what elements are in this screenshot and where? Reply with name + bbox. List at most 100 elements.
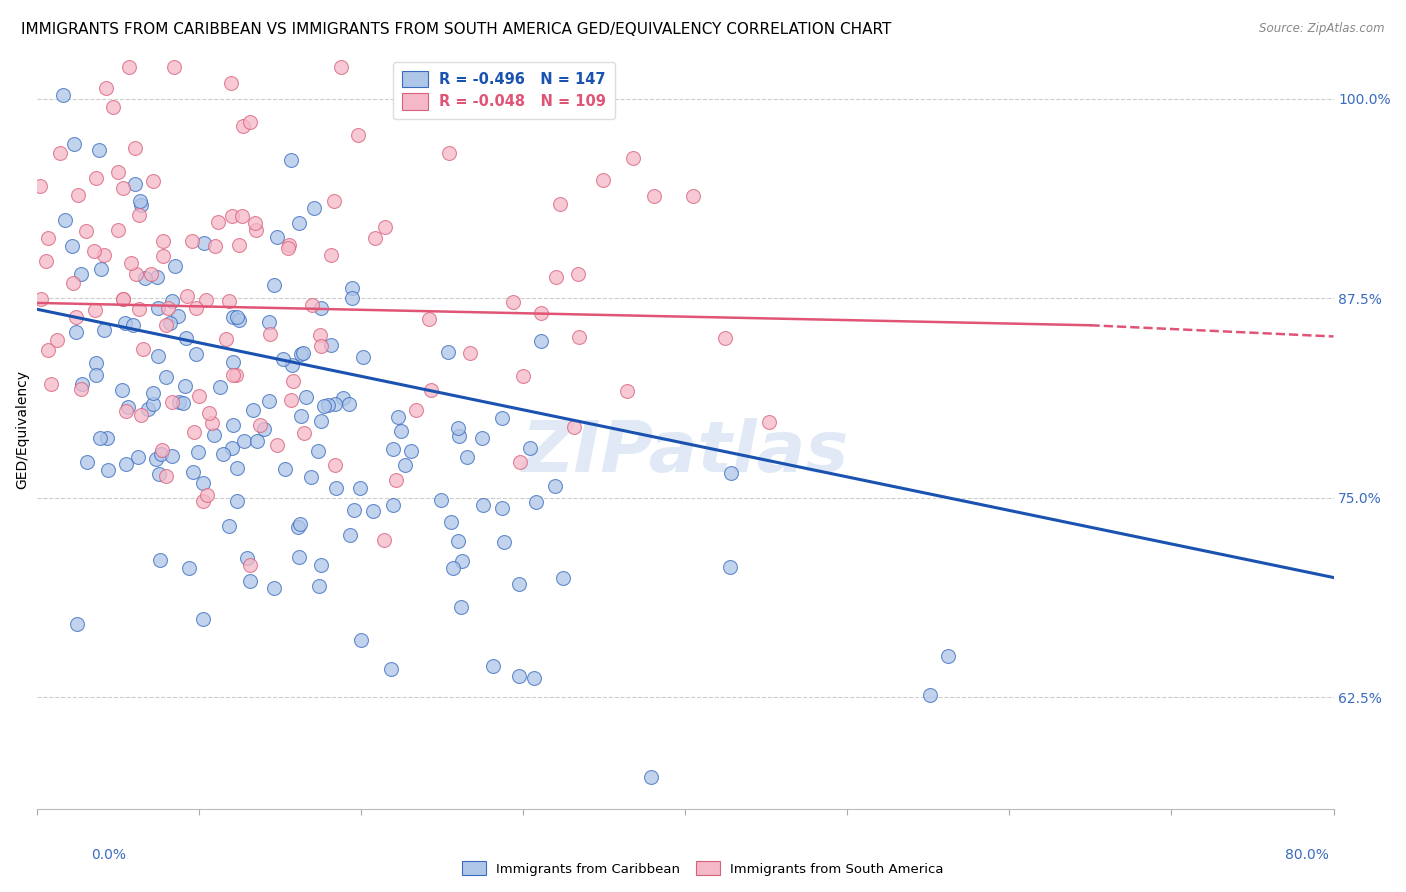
Point [387,410,409,425]
Point [156,301,179,315]
Point [231,209,253,223]
Point [155,318,177,332]
Point [323,194,346,208]
Point [122,318,145,332]
Point [222,354,245,368]
Point [450,600,472,615]
Point [152,234,174,248]
Point [181,465,204,479]
Point [70,382,93,396]
Point [508,577,530,591]
Point [309,339,332,353]
Point [266,230,288,244]
Point [401,444,423,458]
Point [249,417,271,432]
Point [128,194,150,209]
Point [111,181,134,195]
Point [87,143,110,157]
Point [49,146,72,161]
Point [616,384,638,398]
Point [148,467,170,481]
Point [551,571,574,585]
Text: 0.0%: 0.0% [91,847,127,862]
Point [253,422,276,436]
Point [124,178,146,192]
Point [150,442,173,457]
Point [160,394,183,409]
Point [918,688,941,702]
Point [349,481,371,495]
Point [155,469,177,483]
Point [176,289,198,303]
Point [222,418,245,433]
Point [136,402,159,417]
Text: 80.0%: 80.0% [1285,847,1329,862]
Point [381,499,404,513]
Point [146,270,169,285]
Text: Source: ZipAtlas.com: Source: ZipAtlas.com [1260,22,1385,36]
Point [380,662,402,676]
Point [129,198,152,212]
Point [155,370,177,384]
Text: ZIPatlаs: ZIPatlаs [522,418,849,487]
Point [523,671,546,685]
Point [37,343,59,357]
Point [150,448,173,462]
Point [259,326,281,341]
Point [163,259,186,273]
Point [287,519,309,533]
Point [385,473,408,487]
Point [311,414,333,428]
Point [381,442,404,457]
Point [142,174,165,188]
Point [236,550,259,565]
Point [323,458,346,473]
Text: IMMIGRANTS FROM CARIBBEAN VS IMMIGRANTS FROM SOUTH AMERICA GED/EQUIVALENCY CORRE: IMMIGRANTS FROM CARIBBEAN VS IMMIGRANTS … [21,22,891,37]
Point [339,528,361,542]
Point [226,494,249,508]
Point [530,306,553,320]
Point [67,188,90,202]
Point [226,310,249,324]
Point [239,558,262,572]
Point [304,201,326,215]
Point [308,328,330,343]
Point [524,495,547,509]
Point [218,519,240,533]
Point [295,390,318,404]
Point [65,325,87,339]
Point [682,188,704,202]
Point [228,238,250,252]
Point [374,220,396,235]
Point [142,397,165,411]
Point [312,399,335,413]
Point [93,248,115,262]
Point [160,293,183,308]
Point [266,438,288,452]
Point [389,424,412,438]
Point [440,515,463,529]
Point [311,558,333,572]
Point [89,430,111,444]
Point [758,415,780,429]
Point [456,450,478,465]
Point [643,189,665,203]
Point [204,239,226,253]
Point [93,323,115,337]
Point [37,231,59,245]
Point [117,400,139,414]
Point [418,312,440,326]
Legend: Immigrants from Caribbean, Immigrants from South America: Immigrants from Caribbean, Immigrants fr… [457,856,949,881]
Point [437,146,460,161]
Point [53,213,76,227]
Point [347,128,370,143]
Point [447,428,470,442]
Point [128,208,150,222]
Point [271,352,294,367]
Point [191,493,214,508]
Point [111,293,134,307]
Point [129,408,152,422]
Point [349,633,371,648]
Point [281,374,304,388]
Point [471,431,494,445]
